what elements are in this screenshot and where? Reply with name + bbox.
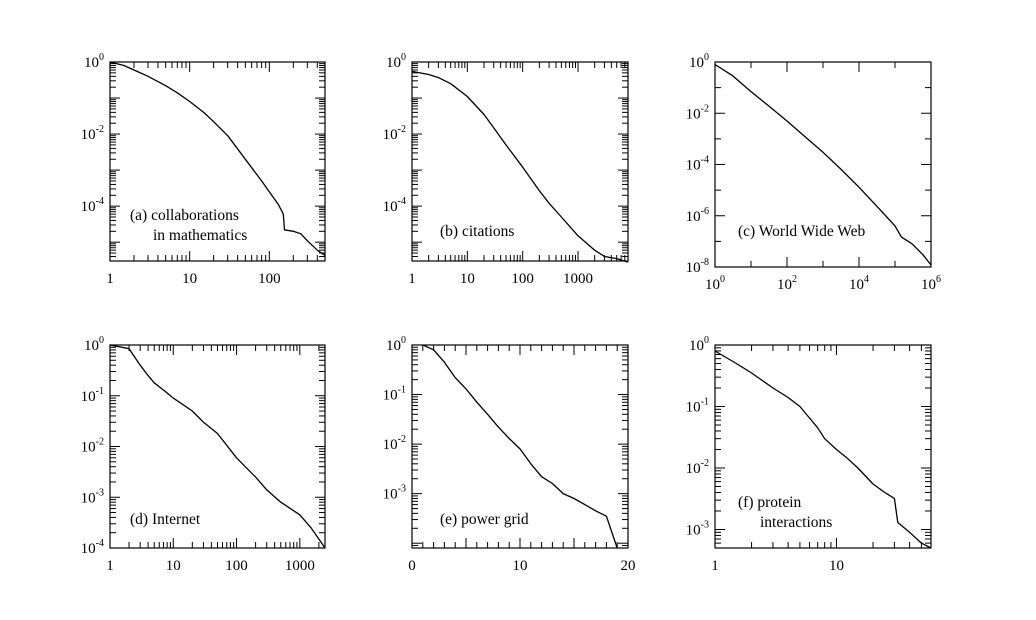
chart-panel-2: 1 10 100 1000 100 10-2 10-4 (b) citations — [383, 52, 629, 287]
panel-label: (c) World Wide Web — [738, 223, 866, 240]
y-tick-label: 100 — [386, 335, 406, 354]
y-tick-label: 10-1 — [686, 396, 709, 415]
x-tick-label: 104 — [849, 274, 869, 293]
x-tick-label: 1 — [408, 271, 416, 287]
x-tick-label: 1 — [106, 271, 114, 287]
x-tick-label: 10 — [460, 271, 475, 287]
x-tick-label: 20 — [621, 558, 636, 574]
x-tick-label: 10 — [829, 558, 844, 574]
plot-frame — [714, 61, 932, 268]
chart-panel-1: 1 10 100 100 10-2 10-4 (a) collaborations in ma… — [81, 52, 326, 287]
chart-panel-4: 1 10 100 1000 100 10-1 10-2 10-3 10-4 (d) Interne… — [81, 335, 326, 574]
panel-label: (a) collaborations — [130, 207, 239, 224]
plot-frame — [411, 344, 629, 549]
y-tick-label: 10-2 — [383, 434, 406, 453]
x-tick-label: 10 — [513, 558, 528, 574]
y-tick-label: 10-2 — [686, 103, 709, 122]
y-tick-label: 10-2 — [383, 124, 406, 143]
x-tick-label: 10 — [166, 558, 181, 574]
panel-label: in mathematics — [153, 227, 247, 244]
y-tick-label: 10-8 — [686, 257, 709, 276]
chart-panel-3: 100 102 104 106 100 10-2 10-4 10-6 10-8 (c) World… — [686, 52, 941, 293]
y-tick-label: 100 — [386, 52, 406, 71]
y-tick-label: 10-4 — [686, 155, 709, 174]
y-tick-label: 10-1 — [81, 386, 104, 405]
y-tick-label: 10-6 — [686, 206, 709, 225]
y-tick-label: 10-4 — [81, 196, 104, 215]
plot-frame — [411, 61, 629, 262]
y-tick-label: 100 — [84, 52, 104, 71]
x-tick-label: 1000 — [285, 558, 315, 574]
x-tick-label: 1 — [106, 558, 114, 574]
y-tick-label: 100 — [84, 335, 104, 354]
x-tick-label: 100 — [258, 271, 281, 287]
x-tick-label: 106 — [921, 274, 941, 293]
x-tick-label: 10 — [182, 271, 197, 287]
plot-frame — [714, 344, 932, 549]
series-line — [422, 344, 618, 549]
panel-label: (d) Internet — [130, 511, 201, 528]
y-tick-label: 10-2 — [686, 458, 709, 477]
y-tick-label: 100 — [689, 52, 709, 71]
y-tick-label: 10-2 — [81, 437, 104, 456]
series-line — [109, 61, 326, 256]
panel-label: (b) citations — [440, 223, 514, 240]
x-tick-label: 102 — [777, 274, 797, 293]
y-tick-label: 10-4 — [383, 196, 406, 215]
x-tick-label: 100 — [511, 271, 534, 287]
series-line — [109, 344, 326, 549]
y-tick-label: 10-3 — [686, 519, 709, 538]
x-tick-label: 1000 — [563, 271, 593, 287]
chart-panel-5: 0 10 20 100 10-1 10-2 10-3 (e) power grid — [383, 335, 636, 574]
series-line — [714, 350, 932, 549]
panel-label: (e) power grid — [440, 511, 529, 528]
x-tick-label: 0 — [408, 558, 416, 574]
panel-label: (f) protein — [738, 494, 802, 511]
y-tick-label: 10-1 — [383, 385, 406, 404]
y-tick-label: 10-3 — [383, 484, 406, 503]
y-tick-label: 10-3 — [81, 487, 104, 506]
chart-panel-6: 1 10 100 10-1 10-2 10-3 (f) protein interaction… — [686, 335, 932, 574]
x-tick-label: 100 — [705, 274, 725, 293]
y-tick-label: 100 — [689, 335, 709, 354]
plot-frame — [109, 344, 326, 549]
x-tick-label: 1 — [711, 558, 719, 574]
y-tick-label: 10-4 — [81, 538, 104, 557]
plot-frame — [109, 61, 326, 262]
series-line — [411, 70, 629, 263]
x-tick-label: 100 — [225, 558, 248, 574]
panel-label: interactions — [760, 514, 832, 531]
y-tick-label: 10-2 — [81, 124, 104, 143]
series-line — [714, 63, 932, 266]
